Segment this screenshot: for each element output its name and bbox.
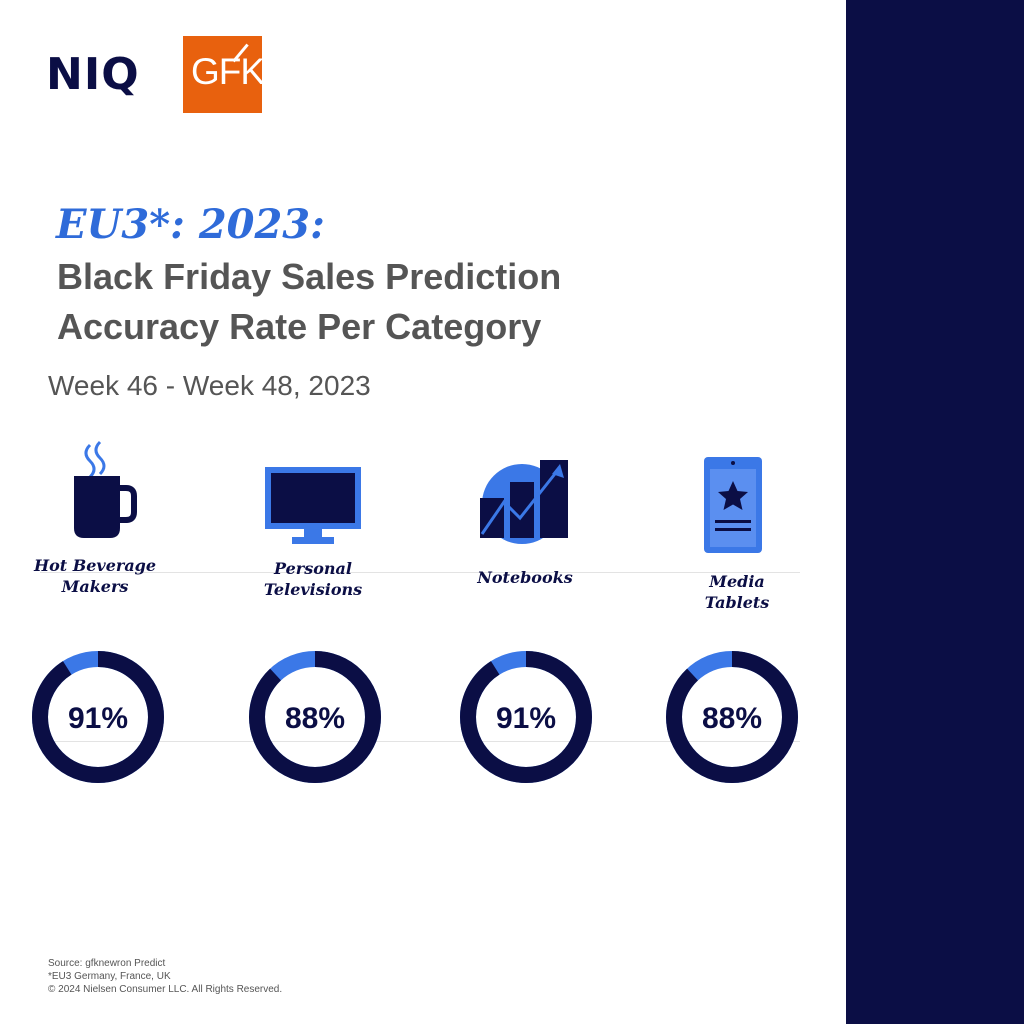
right-navy-band <box>846 0 1024 1024</box>
gfk-logo: GFK <box>183 36 265 113</box>
category-label-personal-televisions: Personal Televisions <box>238 558 388 600</box>
footer-note: *EU3 Germany, France, UK <box>48 971 171 982</box>
category-label-media-tablets: Media Tablets <box>662 571 812 613</box>
category-label-line-1: Notebooks <box>477 568 573 587</box>
donut-value-segment <box>32 651 164 783</box>
headline: EU3*: 2023: <box>56 201 325 248</box>
donut-charts: 91% 88% 91% 88% <box>32 651 798 783</box>
donut-value-label: 91% <box>496 702 556 735</box>
donut-value-label: 91% <box>68 702 128 735</box>
tablet-star-icon <box>704 457 762 553</box>
footer-copyright: © 2024 Nielsen Consumer LLC. All Rights … <box>48 984 283 995</box>
donut-2: 88% <box>249 651 381 783</box>
donut-3: 91% <box>460 651 592 783</box>
donut-value-label: 88% <box>285 702 345 735</box>
title-line-2: Accuracy Rate Per Category <box>57 306 542 347</box>
footer-source: Source: gfknewron Predict <box>48 958 166 969</box>
growth-chart-icon <box>480 460 568 544</box>
donut-value-label: 88% <box>702 702 762 735</box>
donut-4: 88% <box>666 651 798 783</box>
category-label-line-2: Televisions <box>263 580 363 599</box>
category-label-line-1: Personal <box>274 559 352 578</box>
category-label-line-1: Media <box>709 572 765 591</box>
donut-value-segment <box>249 651 381 783</box>
donut-chart-area: 91% 88% 91% 88% <box>32 651 798 783</box>
category-label-line-1: Hot Beverage <box>33 556 157 575</box>
page-title: Black Friday Sales Prediction Accuracy R… <box>57 252 561 352</box>
date-range-subtitle: Week 46 - Week 48, 2023 <box>48 370 371 401</box>
separator-top <box>40 572 800 573</box>
niq-logo: NIQ <box>46 49 140 100</box>
category-label-line-2: Tablets <box>704 593 770 612</box>
category-label-notebooks: Notebooks <box>450 567 600 588</box>
donut-value-segment <box>460 651 592 783</box>
television-icon <box>265 467 361 544</box>
gfk-logo-text: GFK <box>191 51 265 92</box>
title-line-1: Black Friday Sales Prediction <box>57 256 562 297</box>
coffee-mug-icon <box>74 440 137 538</box>
category-label-line-2: Makers <box>61 577 129 596</box>
donut-value-segment <box>666 651 798 783</box>
category-label-hot-beverage-makers: Hot Beverage Makers <box>20 555 170 597</box>
separator-bottom <box>40 741 800 742</box>
donut-1: 91% <box>32 651 164 783</box>
